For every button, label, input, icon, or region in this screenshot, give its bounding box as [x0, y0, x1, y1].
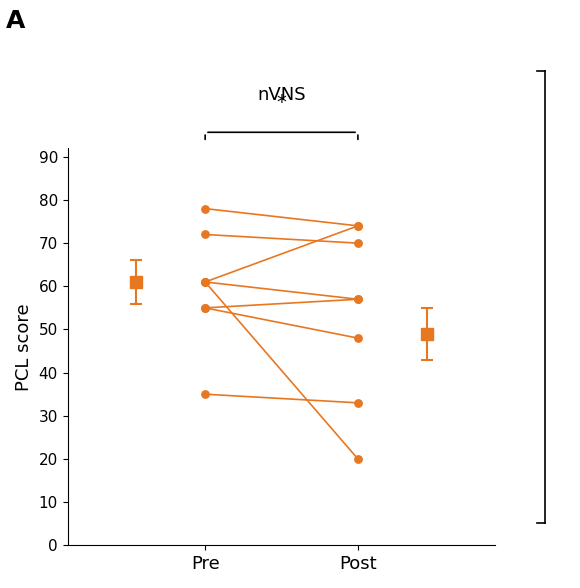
Point	[353, 398, 362, 407]
Point	[201, 389, 210, 399]
Point	[353, 295, 362, 304]
Point	[353, 455, 362, 464]
Point	[201, 303, 210, 313]
Y-axis label: PCL score: PCL score	[15, 303, 33, 390]
Point	[201, 278, 210, 287]
Point	[201, 278, 210, 287]
Point	[353, 295, 362, 304]
Point	[201, 278, 210, 287]
Point	[353, 333, 362, 343]
Point	[201, 303, 210, 313]
Text: *: *	[277, 93, 287, 112]
Point	[201, 230, 210, 239]
Point	[201, 204, 210, 213]
Point	[353, 238, 362, 248]
Point	[353, 221, 362, 230]
Point	[353, 221, 362, 230]
Title: nVNS: nVNS	[257, 86, 306, 103]
Text: A: A	[6, 9, 25, 33]
